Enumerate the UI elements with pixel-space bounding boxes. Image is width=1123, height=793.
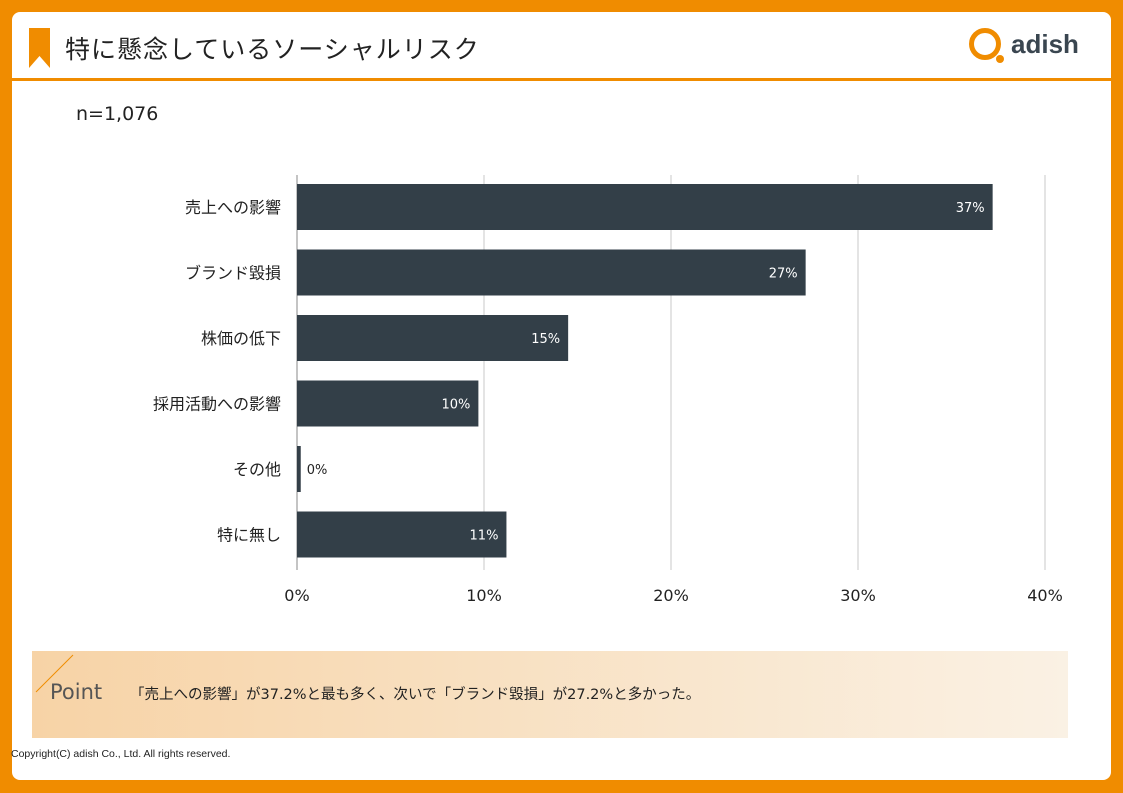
sample-size: n=1,076 (76, 103, 159, 125)
data-label: 11% (470, 529, 499, 544)
bar-chart: 0% 10% 20% 30% 40% 売上への影響 37% ブランド毀損 27% 株価の低下 15%… (153, 175, 1063, 605)
data-label: 27% (769, 267, 798, 282)
copyright: Copyright(C) adish Co., Ltd. All rights … (11, 748, 231, 760)
logo-text: adish (1011, 28, 1079, 59)
bar (297, 249, 806, 296)
bookmark-icon (29, 28, 50, 68)
category-label: 株価の低下 (201, 329, 281, 348)
header-divider (12, 78, 1111, 81)
category-label: 特に無し (217, 526, 281, 545)
point-box (32, 651, 1068, 738)
data-label: 10% (441, 398, 470, 413)
x-tick-label: 30% (840, 586, 876, 605)
bar (297, 446, 301, 492)
bar (297, 184, 993, 230)
logo-mark-icon (969, 28, 1004, 63)
category-label: 売上への影響 (185, 198, 281, 217)
data-label: 0% (307, 463, 328, 478)
bar (297, 511, 507, 558)
category-label: 採用活動への影響 (153, 395, 281, 414)
data-label: 37% (956, 201, 985, 216)
bar (297, 380, 479, 427)
category-label: その他 (233, 460, 281, 479)
point-label: Point (50, 680, 103, 704)
adish-logo: adish (969, 28, 1079, 63)
point-text: 「売上への影響」が37.2%と最も多く、次いで「ブランド毀損」が27.2%と多か… (130, 687, 701, 703)
category-label: ブランド毀損 (185, 264, 281, 283)
x-tick-label: 10% (466, 586, 502, 605)
x-tick-label: 20% (653, 586, 689, 605)
x-tick-label: 0% (284, 586, 309, 605)
page-title: 特に懸念しているソーシャルリスク (65, 35, 480, 64)
bar (297, 315, 569, 361)
x-tick-label: 40% (1027, 586, 1063, 605)
data-label: 15% (531, 332, 560, 347)
